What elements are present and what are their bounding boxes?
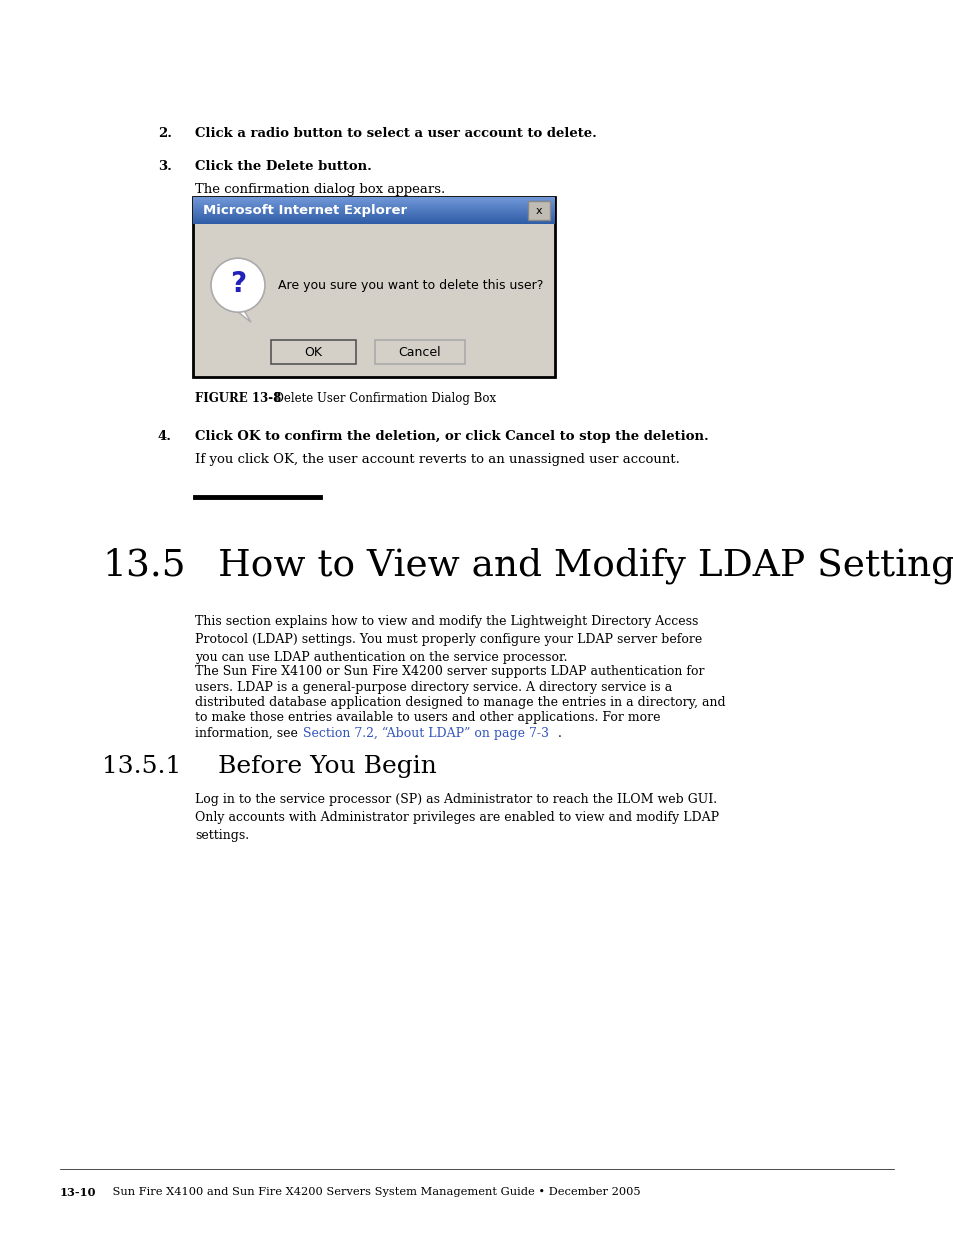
Text: This section explains how to view and modify the Lightweight Directory Access
Pr: This section explains how to view and mo… [194,615,701,664]
Text: 3.: 3. [158,161,172,173]
Text: 13.5: 13.5 [102,547,186,583]
Text: 2.: 2. [158,127,172,140]
Bar [193,198,555,377]
Text: How to View and Modify LDAP Settings: How to View and Modify LDAP Settings [218,547,953,583]
Text: Click a radio button to select a user account to delete.: Click a radio button to select a user ac… [194,127,597,140]
Text: Click OK to confirm the deletion, or click Cancel to stop the deletion.: Click OK to confirm the deletion, or cli… [194,430,708,443]
Text: If you click OK, the user account reverts to an unassigned user account.: If you click OK, the user account revert… [194,453,679,466]
Text: ?: ? [230,270,246,298]
Text: FIGURE 13-8: FIGURE 13-8 [194,391,281,405]
Text: The confirmation dialog box appears.: The confirmation dialog box appears. [194,183,445,196]
Text: users. LDAP is a general-purpose directory service. A directory service is a: users. LDAP is a general-purpose directo… [194,680,672,694]
Text: .: . [558,727,561,740]
Text: The Sun Fire X4100 or Sun Fire X4200 server supports LDAP authentication for: The Sun Fire X4100 or Sun Fire X4200 ser… [194,664,703,678]
Text: Microsoft Internet Explorer: Microsoft Internet Explorer [203,204,407,217]
Text: Section 7.2, “About LDAP” on page 7-3: Section 7.2, “About LDAP” on page 7-3 [303,727,548,740]
Text: x: x [536,205,541,215]
Text: Before You Begin: Before You Begin [218,755,436,778]
Text: Log in to the service processor (SP) as Administrator to reach the ILOM web GUI.: Log in to the service processor (SP) as … [194,793,719,842]
Polygon shape [232,308,251,322]
Text: OK: OK [304,346,322,358]
Text: Delete User Confirmation Dialog Box: Delete User Confirmation Dialog Box [267,391,496,405]
Text: Are you sure you want to delete this user?: Are you sure you want to delete this use… [277,279,543,291]
Bar [527,201,550,220]
Text: 13.5.1: 13.5.1 [102,755,181,778]
Text: Sun Fire X4100 and Sun Fire X4200 Servers System Management Guide • December 200: Sun Fire X4100 and Sun Fire X4200 Server… [98,1187,640,1197]
Text: to make those entries available to users and other applications. For more: to make those entries available to users… [194,711,659,725]
Circle shape [211,258,265,312]
Text: Click the Delete button.: Click the Delete button. [194,161,372,173]
Text: 4.: 4. [158,430,172,443]
Text: distributed database application designed to manage the entries in a directory, : distributed database application designe… [194,697,725,709]
Bar [375,340,464,364]
Bar [271,340,355,364]
Text: 13-10: 13-10 [60,1187,96,1198]
Text: information, see: information, see [194,727,301,740]
Text: Cancel: Cancel [398,346,441,358]
